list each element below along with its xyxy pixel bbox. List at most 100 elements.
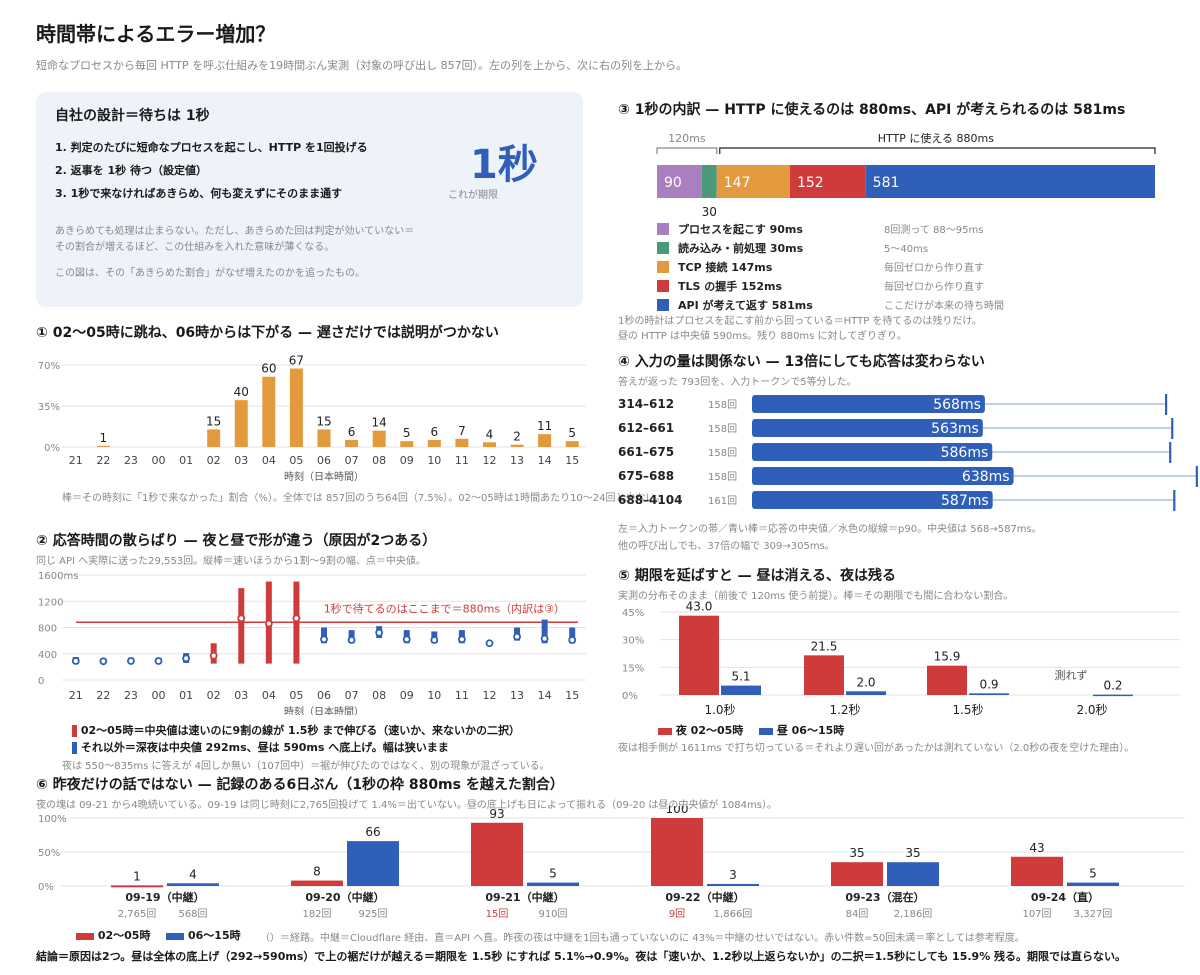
section2-legend-day-text: それ以外＝深夜は中央値 292ms、昼は 590ms へ底上げ。幅は狭いまま [80,741,449,754]
chart1-bar-13 [510,444,524,447]
chart2-xtick: 07 [345,689,359,702]
section6-caption: 夜の塊は 09-21 から4晩続いている。09-19 は同じ時刻に2,765回投… [36,800,777,811]
chart6-bar-1-3 [707,883,759,886]
chart2-median-12 [485,639,494,648]
chart5-bar-1-2 [969,693,1009,695]
chart5-svg: 0% 15% 30% 45% 43.0 5.1 1.0秒 21.5 2.0 1.2秒 15.9 0.9… [622,600,1180,717]
chart6-bar-0-4 [831,862,883,886]
chart2-xtick: 05 [289,689,303,702]
chart2-xtick: 08 [372,689,386,702]
chart5-value-label: 0.9 [979,677,998,691]
night-legend-swatch [658,727,672,735]
chart6-value-label: 43 [1029,841,1044,855]
page-subtitle: 短命なプロセスから毎回 HTTP を呼ぶ仕組みを19時間ぶん実測（対象の呼び出し… [36,59,688,72]
chart1-bar-07 [345,439,359,447]
chart6-value-label: 5 [1089,867,1097,881]
chart4-median-label: 587ms [941,493,989,509]
chart6-count-label: 910回 [538,908,567,920]
chart2-xtick: 02 [207,689,221,702]
chart4-count-label: 158回 [708,471,737,483]
design-note-2: その割合が増えるほど、この仕組みを入れた意味が薄くなる。 [55,242,335,253]
chart5-ytick: 15% [622,663,644,674]
chart4-band-label: 675–688 [618,469,674,483]
chart3-legend-desc: ここだけが本来の待ち時間 [884,299,1004,312]
chart1-value-label: 6 [430,425,438,439]
day-legend-swatch [758,727,773,735]
chart3-legend-swatch [657,242,669,254]
design-step-3: 3. 1秒で来なければあきらめ、何も変えずにそのまま通す [55,187,343,200]
chart5-unmeasured-label: 測れず [1055,668,1088,682]
chart5-xtick: 1.5秒 [952,703,983,717]
chart1-xtick: 05 [289,454,303,467]
chart6-xtick: 09-19（中継） [125,890,204,904]
chart4-median-bar-3 [752,467,1014,485]
chart1-bar-14 [538,434,552,447]
chart5-bar-0-2 [927,665,967,695]
design-step-1: 1. 判定のたびに短命なプロセスを起こし、HTTP を1回投げる [55,141,368,154]
section5-legend: 夜 02〜05時 昼 06〜15時 [658,722,844,738]
chart6-value-label: 35 [905,846,920,860]
section3-title: ③ 1秒の内訳 — HTTP に使えるのは 880ms、API が考えられるのは… [618,102,1126,118]
chart3-segment-label: 90 [664,175,682,191]
chart5-value-label: 21.5 [811,639,838,653]
design-note-1: あきらめても処理は止まらない。ただし、あきらめた回は判定が効いていない＝ [55,226,415,237]
chart2-median-22 [99,657,108,666]
chart1-ytick: 70% [38,361,60,372]
chart1-value-label: 5 [568,426,576,440]
chart2-range-06 [321,627,327,644]
chart2-range-03 [238,588,245,664]
chart6-count-label: 2,186回 [894,908,933,920]
chart6-value-label: 5 [549,867,557,881]
chart1-xtick: 00 [152,454,166,467]
chart4-count-label: 158回 [708,423,737,435]
chart3-segment-4 [865,165,1155,198]
night-legend-swatch [76,932,94,940]
chart3-legend-name: TLS の握手 152ms [678,279,783,293]
chart2-median-06 [320,635,328,644]
chart4-median-bar-0 [752,395,985,413]
chart6-bar-0-1 [291,880,343,886]
chart6-value-label: 93 [489,807,504,821]
chart1-value-label: 14 [372,416,387,430]
chart6-bar-1-5 [1067,882,1119,886]
chart5-value-label: 15.9 [934,650,961,664]
chart4-count-label: 158回 [708,447,737,459]
chart6-count-label: 1,866回 [714,908,753,920]
section4-caption: 答えが返った 793回を、入力トークンで5等分した。 [618,377,857,388]
chart1-value-label: 6 [348,425,356,439]
chart3-legend-desc: 8回測って 88〜95ms [884,223,983,236]
chart3-legend-desc: 毎回ゼロから作り直す [884,280,984,293]
chart3-legend-desc: 毎回ゼロから作り直す [884,261,984,274]
chart1-bar-12 [482,442,496,447]
section6-legend-day: 06〜15時 [188,929,241,942]
chart2-median-04 [264,619,273,628]
chart2-median-13 [513,632,521,641]
chart1-bar-11 [455,438,469,447]
chart1-xlabel: 時刻（日本時間） [284,470,364,483]
chart2-median-00 [154,657,163,665]
chart1-bar-02 [207,429,221,447]
day-legend-swatch [72,742,77,754]
section2-note: 夜は 550〜835ms に答えが 4回しか無い（107回中）＝裾が伸びたのでは… [62,761,550,772]
chart3-segment-3 [789,165,866,198]
chart2-median-23 [127,657,135,665]
chart4-median-label: 638ms [962,469,1010,485]
chart3-bracket [719,147,1156,154]
chart1-xtick: 08 [372,454,386,467]
chart6-bar-0-2 [471,822,523,886]
chart5-bar-1-0 [721,685,761,695]
chart2-svg: 040080012001600ms1秒で待てるのはここまで＝880ms（内訳は③… [38,571,586,715]
chart1-xtick: 11 [455,454,469,467]
section4-note-1: 左＝入力トークンの帯／青い棒＝応答の中央値／水色の縦線＝p90。中央値は 568… [618,524,1042,535]
chart6-ytick: 100% [38,814,67,825]
chart4-band-label: 661–675 [618,445,674,459]
chart6-bar-0-3 [651,818,703,886]
chart1-bar-05 [289,368,303,447]
chart5-value-label: 0.2 [1103,679,1122,693]
chart2-median-07 [347,636,356,644]
chart2-xtick: 12 [482,689,496,702]
section5-title: ⑤ 期限を延ばすと — 昼は消える、夜は残る [618,568,897,584]
chart1-xtick: 23 [124,454,138,467]
chart1-ytick: 0% [44,443,60,454]
design-title: 自社の設計＝待ちは 1秒 [55,108,210,124]
